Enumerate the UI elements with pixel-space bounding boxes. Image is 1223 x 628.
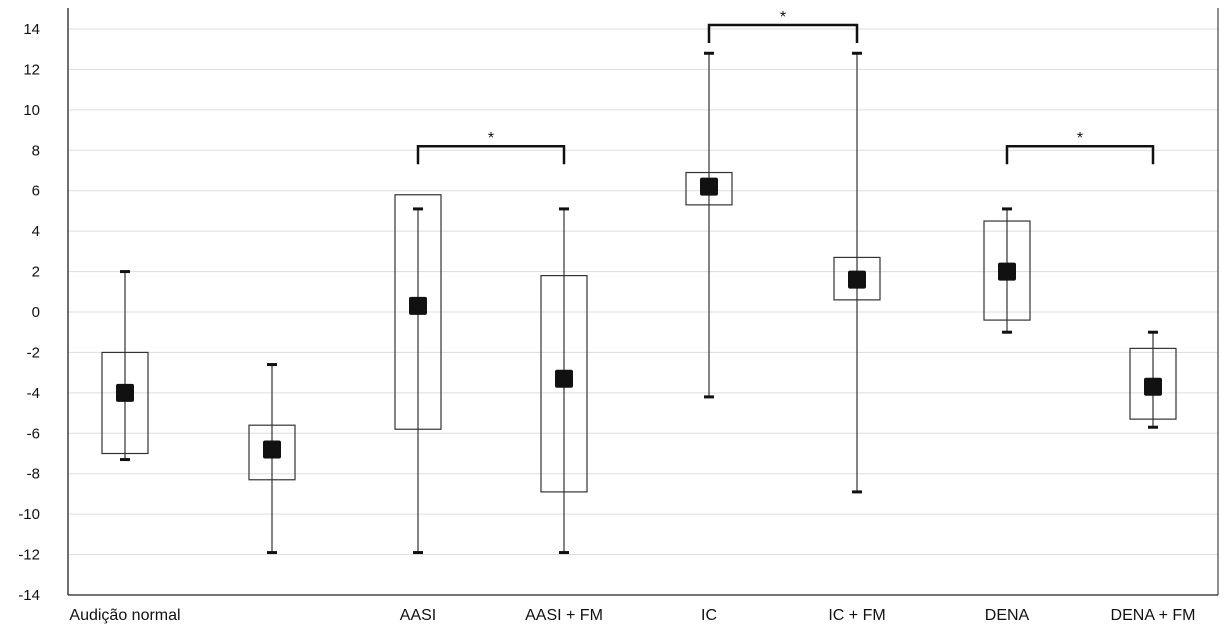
bracket-line <box>416 144 566 165</box>
box-group <box>833 51 881 494</box>
x-tick-label: DENA <box>985 607 1030 624</box>
median-marker <box>116 383 134 402</box>
boxes <box>101 51 1177 555</box>
box-group <box>540 207 588 555</box>
median-marker <box>263 440 281 459</box>
gridlines <box>68 28 1218 556</box>
y-tick-labels: 14 12 10 8 6 4 2 0 -2 -4 -6 -8 -10 -12 -14 <box>18 21 40 604</box>
y-tick-label: 2 <box>32 264 40 281</box>
bracket-line <box>707 23 859 43</box>
significance-label: * <box>780 9 786 26</box>
box-group <box>101 270 149 462</box>
box-rect <box>101 351 149 455</box>
y-tick-label: -8 <box>27 466 40 483</box>
median-marker <box>848 270 866 289</box>
y-tick-label: 4 <box>32 223 40 240</box>
y-tick-label: -12 <box>18 547 40 564</box>
x-tick-labels: Audição normal AASI AASI + FM IC IC + FM DENA… <box>69 607 1195 624</box>
y-tick-label: -2 <box>27 344 40 361</box>
box-rect <box>685 171 733 206</box>
x-tick-label: DENA + FM <box>1111 607 1196 624</box>
box-group <box>394 194 442 555</box>
box-rect <box>394 194 442 430</box>
significance-bracket: * <box>1005 130 1155 165</box>
significance-bracket: * <box>707 9 859 43</box>
y-tick-label: -4 <box>27 385 40 402</box>
box-group <box>248 363 296 555</box>
y-tick-label: -14 <box>18 587 40 604</box>
y-tick-label: 0 <box>32 304 40 321</box>
box-group <box>1129 330 1177 429</box>
x-tick-label: AASI + FM <box>525 607 603 624</box>
y-tick-label: 6 <box>32 183 40 200</box>
significance-bracket: * <box>416 130 566 165</box>
y-tick-label: 14 <box>23 21 40 38</box>
median-marker <box>555 369 573 388</box>
bracket-line <box>1005 144 1155 165</box>
y-tick-label: 12 <box>23 61 40 78</box>
x-tick-label: IC <box>701 607 717 624</box>
box-rect <box>833 256 881 301</box>
significance-label: * <box>1077 130 1083 147</box>
significance-brackets: * * * <box>416 9 1155 165</box>
box-group <box>685 51 733 399</box>
box-group <box>983 207 1031 334</box>
significance-label: * <box>488 130 494 147</box>
y-tick-label: 8 <box>32 142 40 159</box>
box-rect <box>248 424 296 481</box>
x-tick-label: AASI <box>400 607 436 624</box>
median-marker <box>1144 377 1162 396</box>
box-rect <box>1129 347 1177 420</box>
axes <box>67 8 1219 596</box>
y-tick-label: 10 <box>23 102 40 119</box>
y-tick-label: -6 <box>27 425 40 442</box>
box-rect <box>983 220 1031 321</box>
x-tick-label: Audição normal <box>69 607 180 624</box>
x-tick-label: IC + FM <box>828 607 885 624</box>
box-rect <box>540 275 588 493</box>
median-marker <box>700 177 718 196</box>
median-marker <box>409 296 427 315</box>
median-marker <box>998 262 1016 281</box>
y-tick-label: -10 <box>18 506 40 523</box>
